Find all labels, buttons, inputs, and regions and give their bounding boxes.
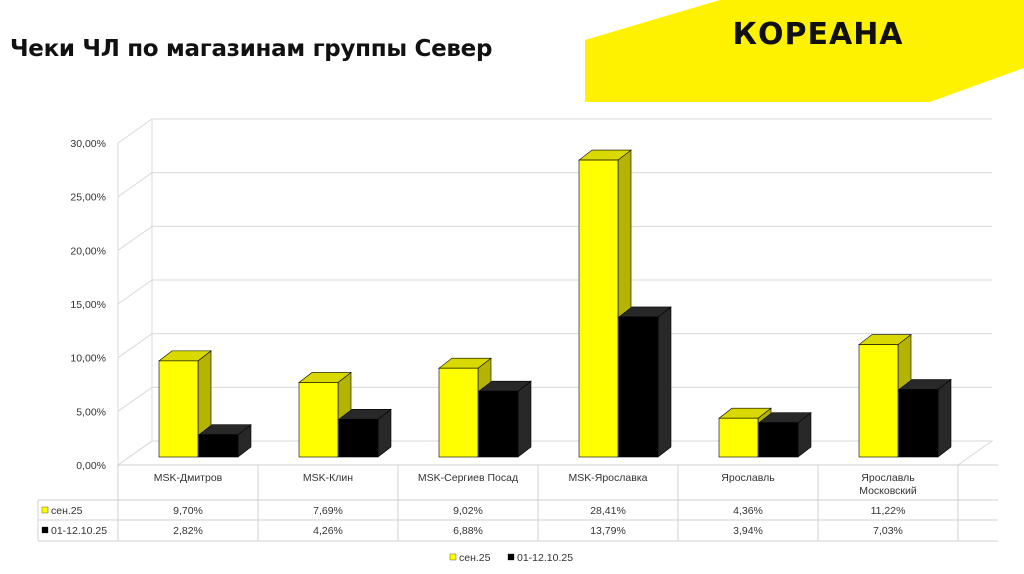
- legend-key: [449, 553, 457, 561]
- bar-front: [858, 344, 899, 458]
- gridline: [117, 118, 992, 144]
- bar-front: [198, 434, 239, 458]
- legend-key: [507, 553, 515, 561]
- data-label: 13,79%: [590, 525, 626, 537]
- y-tick-label: 20,00%: [70, 245, 106, 257]
- x-category-label: MSK-Дмитров: [154, 472, 223, 484]
- bar-front: [618, 316, 659, 458]
- data-label: 6,88%: [453, 525, 483, 537]
- data-label: 7,03%: [873, 525, 903, 537]
- legend-label: 01-12.10.25: [517, 552, 573, 564]
- data-label: 7,69%: [313, 505, 343, 517]
- x-category-label: MSK-Клин: [303, 472, 353, 484]
- data-label: 3,94%: [733, 525, 763, 537]
- bar-front: [478, 390, 519, 458]
- y-tick-label: 10,00%: [70, 353, 106, 365]
- bar-front: [438, 367, 479, 458]
- bar: [478, 380, 532, 458]
- bar-side: [937, 378, 952, 458]
- table-series-label: сен.25: [51, 505, 83, 517]
- data-label: 28,41%: [590, 505, 626, 517]
- data-label: 9,02%: [453, 505, 483, 517]
- table-legend-key: [41, 526, 49, 534]
- bar: [618, 306, 672, 458]
- bar: [338, 408, 392, 458]
- bar-side: [657, 306, 672, 458]
- x-category-label: Ярославль Московский: [859, 472, 917, 497]
- bar: [758, 412, 812, 458]
- y-tick-label: 30,00%: [70, 138, 106, 150]
- x-category-label: MSK-Ярославка: [569, 472, 648, 484]
- bar-front: [578, 159, 619, 458]
- table-series-label: 01-12.10.25: [51, 525, 107, 537]
- bar: [898, 378, 952, 458]
- bar-front: [898, 389, 939, 458]
- x-category-label: Ярославль: [721, 472, 775, 484]
- bar-front: [338, 418, 379, 458]
- gridline: [117, 172, 992, 198]
- data-label: 2,82%: [173, 525, 203, 537]
- bar-side: [517, 380, 532, 458]
- legend-label: сен.25: [459, 552, 491, 564]
- brand-logo: КОРЕАНА: [732, 17, 903, 52]
- data-label: 9,70%: [173, 505, 203, 517]
- data-label: 4,26%: [313, 525, 343, 537]
- y-tick-label: 15,00%: [70, 299, 106, 311]
- bar-front: [758, 422, 799, 458]
- y-tick-label: 5,00%: [76, 406, 106, 418]
- banner-shape: [585, 0, 1024, 102]
- y-tick-label: 25,00%: [70, 192, 106, 204]
- data-label: 4,36%: [733, 505, 763, 517]
- gridline: [117, 279, 992, 305]
- bar-front: [718, 417, 759, 458]
- page-title: Чеки ЧЛ по магазинам группы Север: [10, 36, 493, 62]
- bar-front: [158, 360, 199, 458]
- gridline: [117, 225, 992, 251]
- bar: [198, 424, 252, 458]
- bar: [158, 350, 212, 458]
- y-tick-label: 0,00%: [76, 460, 106, 472]
- bar-front: [298, 382, 339, 458]
- data-label: 11,22%: [871, 505, 906, 517]
- x-category-label: MSK-Сергиев Посад: [418, 472, 518, 484]
- table-legend-key: [41, 506, 49, 514]
- brand-banner: КОРЕАНА: [585, 0, 1024, 102]
